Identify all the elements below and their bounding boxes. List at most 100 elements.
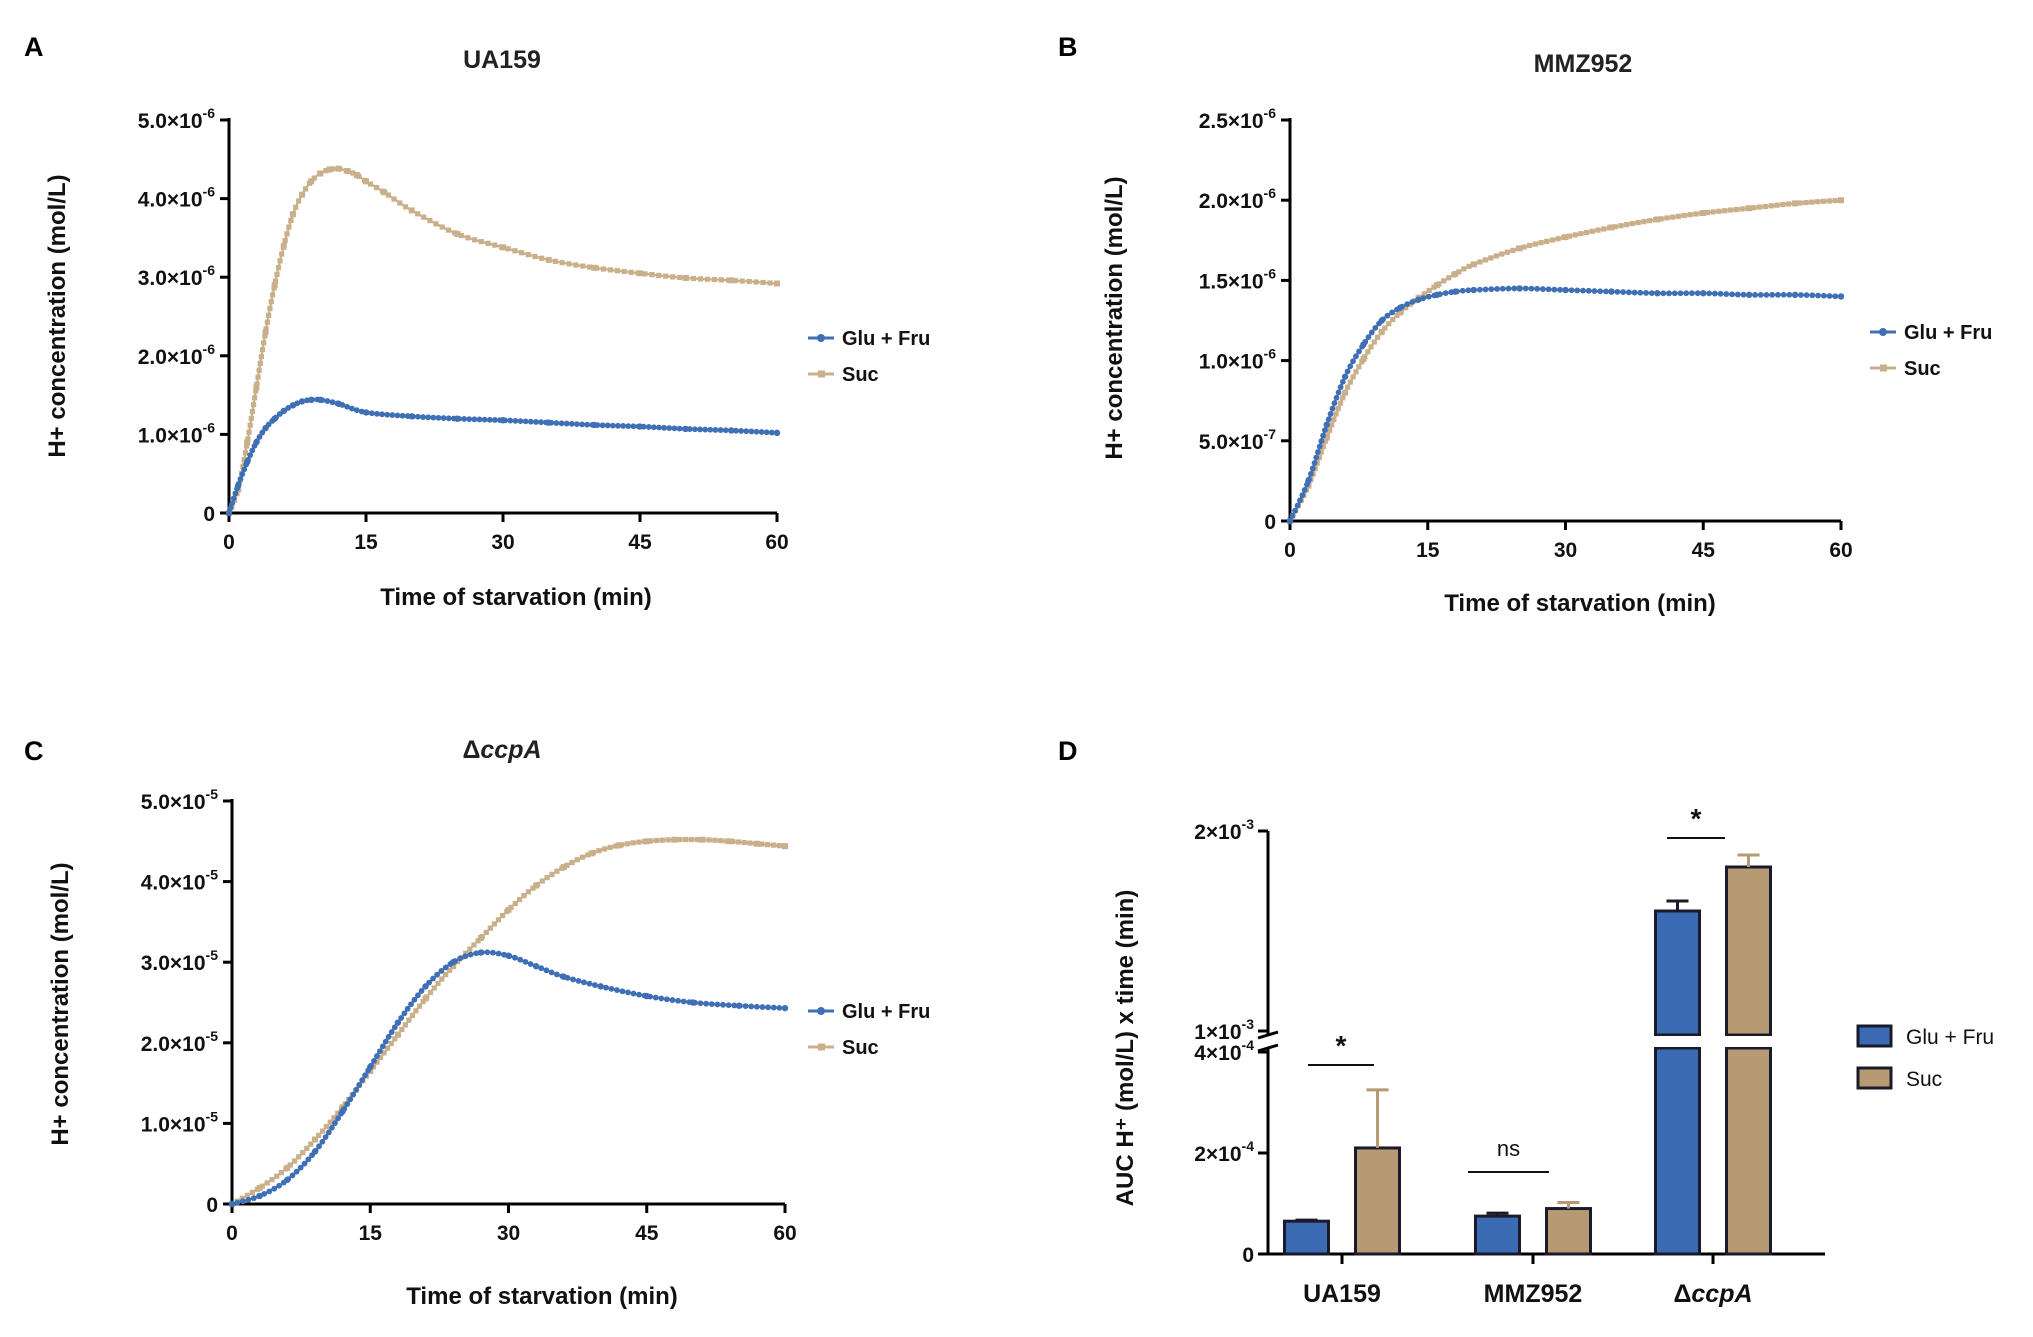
x-tick-label-b: 60 (1829, 539, 1852, 562)
x-tick-label-b: 15 (1416, 539, 1440, 562)
data-point-glu-fru (608, 985, 615, 992)
data-point-glu-fru (229, 500, 236, 507)
data-point-glu-fru (522, 958, 529, 965)
data-point-suc (505, 246, 511, 252)
data-point-glu-fru (1308, 470, 1314, 477)
data-point-glu-fru (592, 982, 598, 988)
data-point-glu-fru (1494, 286, 1500, 292)
data-point-glu-fru (490, 949, 496, 956)
data-point-glu-fru (1540, 286, 1546, 292)
data-point-suc (1322, 438, 1328, 444)
data-point-suc (263, 326, 269, 332)
data-point-suc (1710, 209, 1716, 215)
chart-title-a-text: UA159 (463, 46, 541, 74)
data-point-suc (1578, 231, 1584, 237)
data-point-suc-a (591, 264, 598, 271)
y-tick-label-b-exponent: -6 (1264, 105, 1277, 121)
data-point-suc (1493, 253, 1499, 259)
data-point-glu-fru (1309, 465, 1316, 472)
data-point-suc (739, 278, 745, 284)
data-point-suc (1390, 316, 1396, 323)
y-tick-label-a: 0 (203, 503, 215, 526)
data-point-suc (471, 942, 477, 948)
y-tick-label-b-exponent: -6 (1264, 185, 1277, 201)
y-tick-label-d-exponent: -3 (1242, 1016, 1255, 1032)
data-point-glu-fru (1329, 405, 1336, 412)
data-point-suc (471, 237, 478, 243)
data-point-glu-fru (473, 950, 480, 957)
data-point-suc (467, 946, 473, 952)
data-point-glu-fru (430, 975, 436, 982)
data-point-glu-fru (586, 980, 593, 987)
data-point-suc (573, 262, 579, 268)
data-point-suc (601, 846, 608, 852)
data-point-suc (367, 181, 374, 187)
data-point-suc-a (500, 244, 506, 251)
category-label-text: MMZ952 (1484, 1280, 1583, 1308)
data-point-glu-fru (394, 412, 401, 419)
data-point-glu-fru (768, 429, 775, 436)
data-point-suc (630, 840, 636, 846)
data-point-suc (711, 276, 718, 283)
data-point-glu-fru (1404, 301, 1411, 308)
data-point-glu-fru-c (781, 1004, 789, 1012)
data-point-glu-fru-a (262, 424, 269, 432)
y-tick-label-a-mantissa: 5.0×10 (138, 110, 203, 133)
data-point-suc (764, 842, 771, 848)
data-point-glu-fru (1625, 289, 1632, 296)
data-point-suc (1335, 405, 1341, 412)
data-point-suc (677, 836, 683, 843)
data-point-suc (406, 1017, 412, 1023)
data-point-suc (1356, 364, 1362, 370)
data-point-suc (1629, 221, 1635, 227)
data-point-glu-fru (398, 1015, 405, 1021)
data-point-suc (270, 292, 276, 298)
data-point-glu-fru (1315, 449, 1321, 455)
data-point-glu-fru (1603, 288, 1609, 295)
data-point-suc (421, 214, 427, 220)
data-point-glu-fru (553, 420, 560, 426)
data-point-suc (266, 312, 272, 318)
data-point-glu-fru (692, 426, 698, 433)
chart-title-a: UA159 (463, 46, 541, 74)
data-point-glu-fru (1763, 291, 1770, 298)
data-point-glu-fru (399, 412, 406, 419)
data-point-suc (246, 429, 252, 435)
data-point-suc (240, 463, 246, 470)
data-point-glu-fru (230, 495, 237, 502)
y-tick-label-d: 4×10-4 (1194, 1037, 1254, 1065)
y-tick-label-a-exponent: -6 (203, 184, 216, 200)
data-point-glu-fru (636, 991, 642, 998)
data-point-glu-fru (1325, 416, 1332, 423)
data-point-glu-fru (748, 428, 755, 435)
data-point-suc-b (1470, 261, 1477, 268)
data-point-suc-a (545, 256, 552, 263)
data-point-glu-fru (1333, 394, 1340, 401)
data-point-suc (483, 929, 489, 936)
data-point-glu-fru-b (1608, 288, 1615, 295)
data-point-suc (1421, 291, 1427, 297)
panel-label-d: D (1058, 736, 1078, 766)
data-point-suc (258, 353, 265, 360)
data-point-suc (267, 305, 273, 312)
data-point-suc (706, 837, 712, 843)
data-point-glu-fru (325, 1129, 332, 1136)
data-point-glu-fru (1365, 334, 1372, 340)
data-point-glu-fru-c (394, 1019, 402, 1026)
data-point-glu-fru (1409, 299, 1416, 305)
data-point-suc (574, 857, 580, 863)
data-point-glu-fru (476, 416, 483, 423)
data-point-glu-fru (1803, 292, 1810, 299)
data-point-glu-fru (457, 955, 463, 962)
panel-b-chart: MMZ95205.0×10-71.0×10-61.5×10-62.0×10-62… (1101, 50, 1992, 617)
data-point-glu-fru-a (225, 509, 233, 517)
data-point-suc (253, 388, 259, 394)
data-point-glu-fru (507, 417, 514, 424)
data-point-glu-fru-c (311, 1148, 319, 1155)
data-point-suc (614, 268, 620, 274)
data-point-glu-fru (1337, 384, 1344, 390)
data-point-suc (284, 231, 290, 237)
x-tick-label-b: 0 (1284, 539, 1296, 562)
data-point-suc (1786, 201, 1792, 207)
